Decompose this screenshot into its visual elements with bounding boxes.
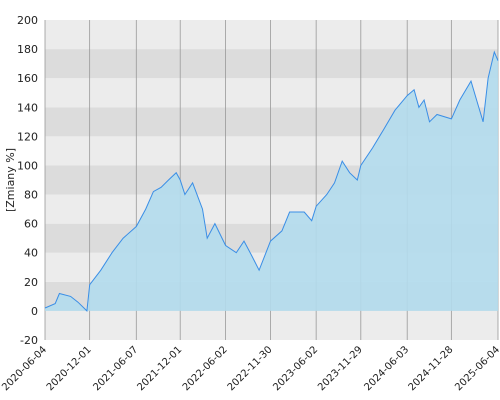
x-tick-label: 2024-06-03 <box>362 344 411 393</box>
x-tick-label: 2021-06-07 <box>92 344 141 393</box>
y-tick-label: 120 <box>17 130 38 143</box>
y-tick-label: 80 <box>24 189 38 202</box>
y-tick-label: 20 <box>24 276 38 289</box>
y-axis-label: [Zmiany %] <box>4 148 17 212</box>
x-tick-label: 2023-11-29 <box>316 344 365 393</box>
grid-band <box>45 20 498 50</box>
x-tick-label: 2022-06-02 <box>181 344 230 393</box>
area <box>45 52 498 311</box>
x-tick-label: 2020-12-01 <box>45 344 94 393</box>
grid-band <box>45 49 498 79</box>
y-tick-label: 0 <box>31 305 38 318</box>
x-tick-label: 2025-06-04 <box>453 344 500 393</box>
y-tick-label: 100 <box>17 159 38 172</box>
x-tick-label: 2021-12-01 <box>135 344 184 393</box>
y-tick-label: 60 <box>24 218 38 231</box>
x-tick-label: 2022-11-30 <box>226 344 275 393</box>
x-tick-label: 2023-06-02 <box>271 344 320 393</box>
grid-band <box>45 310 498 340</box>
y-tick-label: 180 <box>17 43 38 56</box>
grid-band <box>45 78 498 108</box>
y-tick-label: -20 <box>20 334 38 347</box>
y-tick-label: 140 <box>17 101 38 114</box>
line <box>44 50 499 312</box>
y-tick-label: 200 <box>17 14 38 27</box>
y-tick-label: 40 <box>24 247 38 260</box>
x-tick-label: 2024-11-28 <box>407 344 456 393</box>
y-tick-label: 160 <box>17 72 38 85</box>
x-tick-label: 2020-06-04 <box>0 344 49 393</box>
